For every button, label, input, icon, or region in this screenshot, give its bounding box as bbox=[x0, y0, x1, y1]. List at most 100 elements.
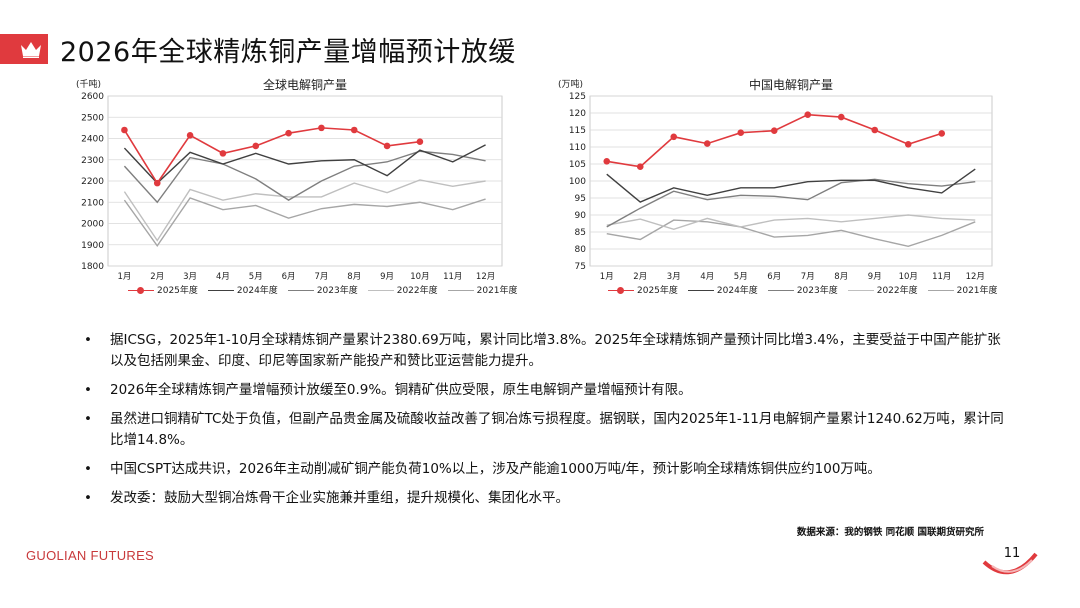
y-tick-label: 115 bbox=[569, 126, 586, 136]
bullet-marker: • bbox=[84, 461, 92, 477]
china-copper-output-chart: 中国电解铜产量 (万吨) 75 80 85 90 95 100 105 110 115 120 125 1… bbox=[558, 77, 993, 282]
data-point bbox=[904, 140, 912, 148]
data-point bbox=[938, 130, 946, 137]
bullet-marker: • bbox=[84, 411, 92, 427]
y-tick-label: 2300 bbox=[81, 156, 104, 166]
data-point bbox=[285, 129, 292, 137]
x-tick-label: 4月 bbox=[700, 272, 714, 282]
bullet-text: 中国CSPT达成共识，2026年主动削减矿铜产能负荷10%以上，涉及产能逾100… bbox=[110, 461, 881, 477]
crown-icon bbox=[21, 42, 41, 58]
legend-item: 2024年度 bbox=[687, 283, 758, 296]
data-point bbox=[219, 150, 227, 157]
legend-item: 2021年度 bbox=[447, 283, 518, 296]
chart-title: 全球电解铜产量 bbox=[263, 77, 347, 92]
legend-label: 2024年度 bbox=[236, 286, 278, 296]
y-tick-label: 2200 bbox=[81, 177, 104, 187]
y-tick-label: 2000 bbox=[81, 220, 104, 230]
legend-label: 2025年度 bbox=[157, 286, 198, 296]
legend-label: 2021年度 bbox=[956, 286, 998, 296]
data-point bbox=[770, 127, 778, 134]
x-tick-label: 7月 bbox=[801, 272, 815, 282]
x-tick-label: 2月 bbox=[633, 272, 647, 282]
bullet-item: • 据ICSG，2025年1-10月全球精炼铜产量累计2380.69万吨，累计同比… bbox=[84, 330, 1004, 372]
legend-label: 2024年度 bbox=[716, 286, 758, 296]
legend-label: 2022年度 bbox=[396, 286, 438, 296]
y-tick-label: 2600 bbox=[81, 92, 104, 102]
data-point bbox=[252, 142, 260, 150]
chart-legend-global: 2025年度 2024年度 2023年度 2022年度 2021年度 bbox=[128, 283, 528, 297]
legend-swatch bbox=[767, 290, 794, 291]
y-tick-label: 85 bbox=[575, 228, 586, 238]
x-tick-label: 9月 bbox=[380, 272, 394, 282]
legend-item: 2025年度 bbox=[128, 283, 198, 296]
legend-item: 2024年度 bbox=[207, 283, 278, 296]
legend-label: 2023年度 bbox=[316, 286, 358, 296]
y-tick-label: 80 bbox=[575, 245, 587, 255]
y-tick-label: 90 bbox=[575, 211, 587, 221]
y-tick-label: 125 bbox=[569, 92, 586, 102]
series-line bbox=[123, 150, 486, 204]
data-point bbox=[121, 126, 128, 134]
data-point bbox=[603, 157, 611, 165]
y-tick-label: 95 bbox=[575, 194, 586, 204]
legend-swatch bbox=[608, 287, 634, 294]
x-tick-label: 12月 bbox=[966, 272, 985, 282]
chart-unit-label: (千吨) bbox=[76, 78, 101, 90]
x-tick-label: 10月 bbox=[410, 272, 429, 282]
series-line bbox=[606, 214, 976, 231]
series-line bbox=[123, 197, 486, 248]
data-point bbox=[318, 124, 325, 132]
legend-swatch bbox=[367, 290, 394, 291]
legend-label: 2025年度 bbox=[637, 286, 678, 296]
x-tick-label: 11月 bbox=[932, 272, 951, 282]
data-point bbox=[186, 132, 194, 139]
data-point bbox=[737, 129, 745, 137]
x-tick-label: 7月 bbox=[314, 272, 328, 282]
legend-item: 2023年度 bbox=[287, 283, 358, 296]
page-swoosh-icon bbox=[982, 552, 1038, 575]
legend-swatch bbox=[927, 290, 954, 291]
x-tick-label: 3月 bbox=[183, 272, 197, 282]
legend-item: 2025年度 bbox=[608, 283, 678, 296]
legend-label: 2022年度 bbox=[876, 286, 918, 296]
y-tick-label: 105 bbox=[569, 160, 586, 170]
data-point bbox=[383, 142, 391, 150]
x-tick-label: 6月 bbox=[282, 272, 296, 282]
data-point bbox=[703, 140, 711, 147]
series-line bbox=[606, 168, 976, 203]
company-logo-text: GUOLIAN FUTURES bbox=[26, 548, 155, 563]
x-tick-label: 6月 bbox=[767, 272, 781, 282]
legend-swatch bbox=[847, 290, 874, 291]
legend-marker bbox=[617, 287, 624, 294]
y-tick-label: 110 bbox=[569, 143, 586, 153]
series-line bbox=[123, 179, 486, 242]
data-point bbox=[804, 111, 812, 118]
bullet-text: 2026年全球精炼铜产量增幅预计放缓至0.9%。铜精矿供应受限，原生电解铜产量增… bbox=[110, 382, 692, 398]
x-tick-label: 11月 bbox=[443, 272, 462, 282]
global-copper-output-chart: 全球电解铜产量 (千吨) 1800 1900 2000 2100 2200 2300 2400 2… bbox=[76, 77, 503, 282]
data-point bbox=[670, 133, 678, 141]
y-tick-label: 100 bbox=[569, 177, 586, 187]
y-tick-label: 1800 bbox=[81, 262, 104, 272]
x-tick-label: 1月 bbox=[117, 272, 131, 282]
data-point bbox=[416, 138, 424, 145]
data-point bbox=[636, 163, 644, 171]
series-line bbox=[606, 113, 942, 168]
bullet-marker: • bbox=[84, 332, 92, 348]
bullet-item: • 虽然进口铜精矿TC处于负值，但副产品贵金属及硫酸收益改善了铜冶炼亏损程度。据钢… bbox=[84, 409, 1004, 451]
chart-unit-label: (万吨) bbox=[558, 78, 583, 90]
x-tick-label: 8月 bbox=[347, 272, 361, 282]
data-point bbox=[871, 126, 879, 134]
page-number: 11 bbox=[1003, 546, 1021, 561]
data-point bbox=[837, 113, 845, 121]
legend-item: 2022年度 bbox=[367, 283, 438, 296]
bullet-marker: • bbox=[84, 490, 92, 506]
data-point bbox=[153, 179, 161, 187]
legend-swatch bbox=[128, 287, 154, 294]
x-tick-label: 10月 bbox=[899, 272, 918, 282]
x-tick-label: 3月 bbox=[667, 272, 681, 282]
series-line bbox=[123, 127, 421, 185]
bullet-text: 虽然进口铜精矿TC处于负值，但副产品贵金属及硫酸收益改善了铜冶炼亏损程度。据钢联… bbox=[110, 411, 1004, 448]
series-line bbox=[606, 178, 976, 228]
y-tick-label: 2100 bbox=[81, 198, 104, 208]
